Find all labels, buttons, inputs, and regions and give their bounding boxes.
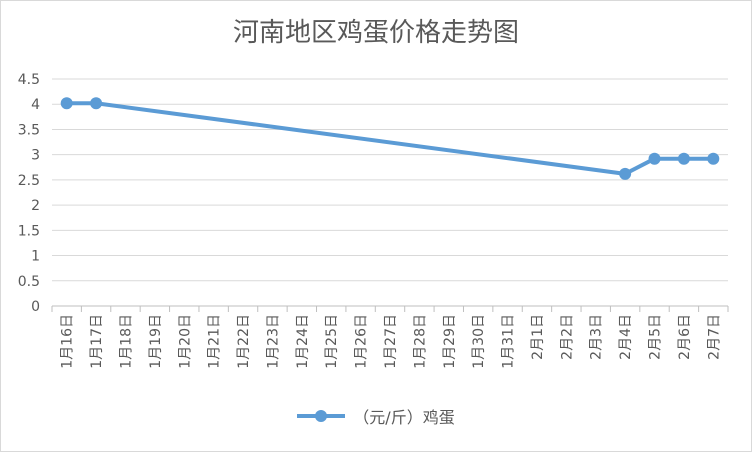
data-point xyxy=(619,167,632,180)
y-tick-label: 2.5 xyxy=(18,173,40,189)
series-line xyxy=(66,101,714,176)
y-tick-label: 4.5 xyxy=(18,72,40,88)
y-tick-label: 1.5 xyxy=(18,223,40,239)
data-point xyxy=(677,152,690,165)
x-tick-label: 1月27日 xyxy=(383,314,399,369)
x-tick-label: 1月18日 xyxy=(118,314,134,369)
x-tick-label: 1月29日 xyxy=(442,314,458,369)
y-tick-labels: 0 0.5 1 1.5 2 2.5 3 3.5 4 4.5 xyxy=(18,72,40,315)
y-tick-label: 2 xyxy=(31,198,40,214)
x-tick-labels: 1月16日 1月17日 1月18日 1月19日 1月20日 1月21日 1月22日 1月23日… xyxy=(60,314,723,369)
x-tick-label: 1月17日 xyxy=(89,314,105,369)
data-series xyxy=(60,97,720,180)
y-tick-label: 0 xyxy=(31,299,40,315)
x-tick-label: 1月28日 xyxy=(412,314,428,369)
x-tick-label: 1月31日 xyxy=(501,314,517,369)
x-tick-label: 2月5日 xyxy=(648,314,664,360)
x-tick-label: 1月19日 xyxy=(148,314,164,369)
x-tick-label: 2月6日 xyxy=(677,314,693,360)
y-tick-label: 0.5 xyxy=(18,274,40,290)
y-tick-label: 4 xyxy=(31,97,40,113)
x-tick-label: 1月26日 xyxy=(354,314,370,369)
x-tick-label: 2月1日 xyxy=(530,314,546,360)
legend-line-marker-icon xyxy=(297,408,346,424)
legend-label: （元/斤）鸡蛋 xyxy=(353,408,455,427)
data-point xyxy=(90,97,103,110)
x-tick-label: 1月30日 xyxy=(471,314,487,369)
x-tick-label: 2月7日 xyxy=(706,314,722,360)
chart-title: 河南地区鸡蛋价格走势图 xyxy=(232,18,519,48)
x-tick-label: 2月3日 xyxy=(589,314,605,360)
gridlines xyxy=(51,78,729,312)
y-tick-label: 3 xyxy=(31,148,40,164)
legend: （元/斤）鸡蛋 xyxy=(0,404,752,428)
x-tick-label: 1月22日 xyxy=(236,314,252,369)
data-point xyxy=(707,152,720,165)
y-tick-label: 3.5 xyxy=(18,122,40,138)
x-tick-label: 1月24日 xyxy=(295,314,311,369)
data-point xyxy=(648,152,661,165)
x-tick-label: 2月2日 xyxy=(559,314,575,360)
x-tick-label: 1月20日 xyxy=(177,314,193,369)
y-tick-label: 1 xyxy=(31,249,40,265)
data-point xyxy=(60,97,73,110)
x-tick-label: 2月4日 xyxy=(618,314,634,360)
x-tick-label: 1月16日 xyxy=(60,314,76,369)
x-tick-label: 1月25日 xyxy=(324,314,340,369)
x-tick-label: 1月21日 xyxy=(207,314,223,369)
x-tick-label: 1月23日 xyxy=(265,314,281,369)
